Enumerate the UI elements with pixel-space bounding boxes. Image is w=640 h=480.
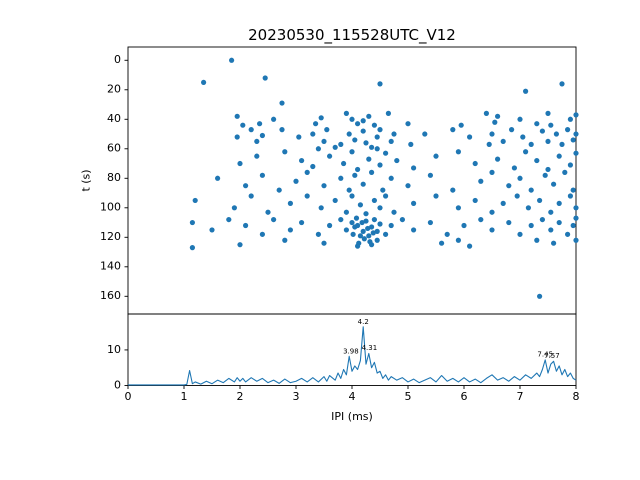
chart-title: 20230530_115528UTC_V12 (248, 26, 456, 44)
y-axis-label: t (s) (79, 169, 93, 192)
x-axis-label: IPI (ms) (331, 410, 373, 423)
